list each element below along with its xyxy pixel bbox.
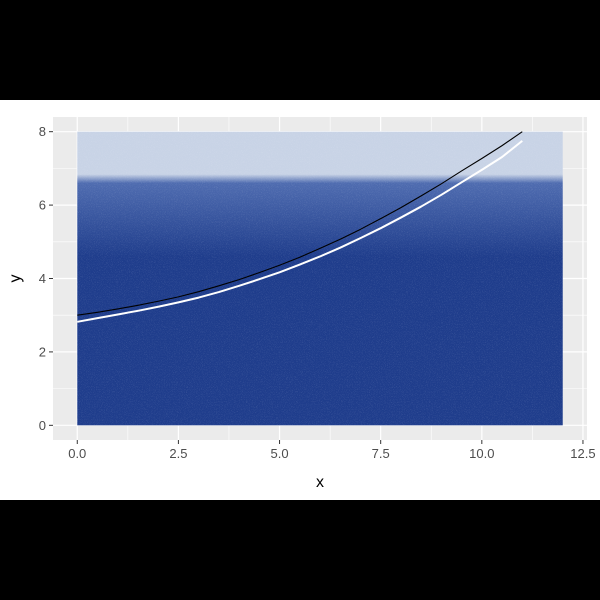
- y-tick-label: 2: [39, 344, 46, 359]
- series-lines: [77, 131, 523, 323]
- x-tick-label: 5.0: [271, 446, 289, 461]
- x-tick-label: 10.0: [469, 446, 494, 461]
- x-tick-label: 0.0: [68, 446, 86, 461]
- x-tick-label: 12.5: [570, 446, 595, 461]
- x-tick-label: 7.5: [372, 446, 390, 461]
- density-speckle: [77, 131, 563, 426]
- chart: 0.0 2.5 5.0 7.5 10.0 12.5 0 2 4 6 8 x y: [7, 117, 596, 491]
- data-density-band: [77, 131, 563, 426]
- y-tick-label: 0: [39, 418, 46, 433]
- y-axis-ticks: 0 2 4 6 8: [39, 124, 53, 433]
- y-axis-title: y: [7, 275, 24, 283]
- y-tick-label: 6: [39, 198, 46, 213]
- y-tick-label: 8: [39, 124, 46, 139]
- x-tick-label: 2.5: [169, 446, 187, 461]
- x-axis-ticks: 0.0 2.5 5.0 7.5 10.0 12.5: [68, 440, 596, 461]
- figure: 0.0 2.5 5.0 7.5 10.0 12.5 0 2 4 6 8 x y: [0, 100, 600, 500]
- series-line-1: [77, 131, 523, 316]
- y-tick-label: 4: [39, 271, 46, 286]
- series-line-2: [77, 140, 523, 323]
- x-axis-title: x: [316, 474, 324, 491]
